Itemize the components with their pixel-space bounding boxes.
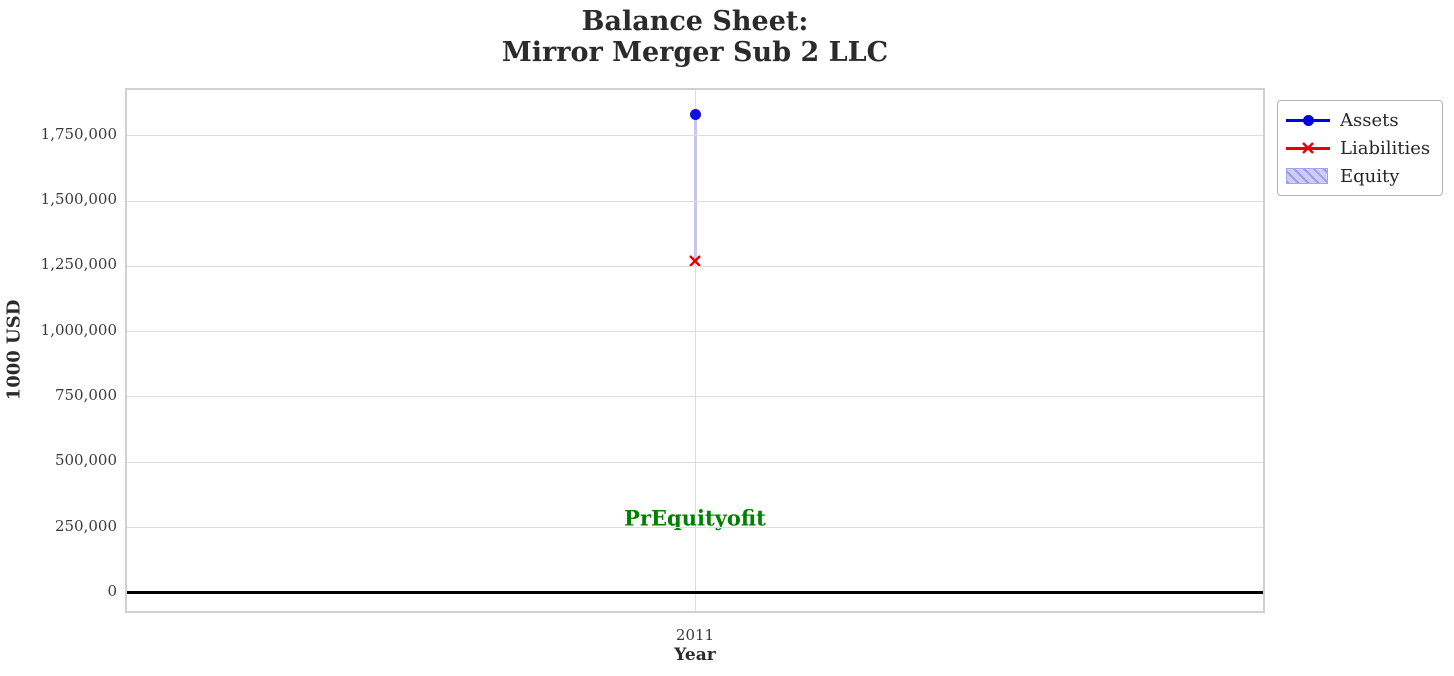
y-tick-label: 1,750,000 bbox=[40, 124, 117, 143]
chart-title: Balance Sheet: Mirror Merger Sub 2 LLC bbox=[125, 6, 1265, 68]
y-tick-label: 750,000 bbox=[54, 385, 117, 404]
v-gridline-2011 bbox=[694, 90, 696, 611]
legend-label-equity: Equity bbox=[1340, 165, 1400, 187]
h-gridline bbox=[127, 527, 1263, 528]
y-tick-label: 250,000 bbox=[54, 516, 117, 535]
equity-hatched-patch-icon bbox=[1286, 167, 1330, 185]
legend-label-liabilities: Liabilities bbox=[1340, 137, 1431, 159]
y-tick-label: 1,500,000 bbox=[40, 190, 117, 208]
y-tick-label: 1,000,000 bbox=[40, 320, 117, 339]
legend-label-assets: Assets bbox=[1340, 109, 1399, 131]
annotation-text: PrEquityofit bbox=[624, 505, 766, 531]
h-gridline bbox=[127, 461, 1263, 463]
liabilities-x-marker bbox=[689, 255, 701, 267]
x-tick-label: 2011 bbox=[675, 626, 715, 644]
h-gridline bbox=[127, 396, 1263, 398]
equity-band bbox=[693, 114, 697, 262]
y-axis-ticks: 0 250,000 500,000 750,000 1,000,000 1,250,000… bbox=[0, 88, 117, 613]
y-tick-label: 1,250,000 bbox=[40, 255, 117, 274]
legend-row-equity: Equity bbox=[1286, 162, 1434, 190]
h-gridline bbox=[127, 265, 1263, 267]
legend: Assets Liabilities Equity bbox=[1277, 100, 1443, 196]
y-tick-label: 0 bbox=[107, 581, 117, 600]
h-gridline bbox=[127, 135, 1263, 137]
chart-title-line1: Balance Sheet: bbox=[581, 6, 809, 37]
assets-line-circle-icon bbox=[1286, 111, 1330, 129]
plot-area: PrEquityofit bbox=[125, 88, 1265, 613]
chart-title-line2: Mirror Merger Sub 2 LLC bbox=[501, 37, 889, 68]
x-axis-ticks: 2011 bbox=[125, 625, 1265, 644]
h-gridline bbox=[127, 200, 1263, 202]
y-tick-label: 500,000 bbox=[54, 451, 117, 470]
legend-row-assets: Assets bbox=[1286, 106, 1434, 134]
h-gridline bbox=[127, 331, 1263, 333]
zero-axis-line bbox=[127, 591, 1263, 595]
x-axis-label: Year bbox=[674, 645, 716, 665]
liabilities-line-x-icon bbox=[1286, 139, 1330, 157]
legend-row-liabilities: Liabilities bbox=[1286, 134, 1434, 162]
assets-marker bbox=[689, 109, 701, 121]
